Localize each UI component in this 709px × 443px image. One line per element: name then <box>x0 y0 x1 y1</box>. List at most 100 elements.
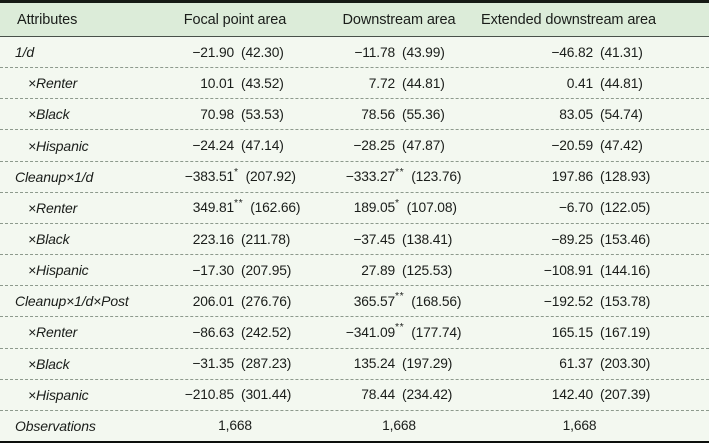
coefficient-value: 10.01 <box>200 75 234 91</box>
coefficient-value: −341.09 <box>345 324 395 340</box>
significance-stars: ** <box>395 290 405 303</box>
coefficient-value: −21.90 <box>192 44 234 60</box>
table-row: ×Black −31.35 (287.23) 135.24 (197.29) 61.37 (… <box>0 347 709 379</box>
coefficient-value: −17.30 <box>192 262 234 278</box>
column-header-attributes: Attributes <box>17 11 78 28</box>
coefficient-cell: 142.40 (207.39) <box>478 387 709 402</box>
standard-error: (43.52) <box>241 75 284 91</box>
table-row: ×Black 223.16 (211.78) −37.45 (138.41) −89.25… <box>0 222 709 254</box>
standard-error: (122.05) <box>600 200 651 216</box>
coefficient-value: −108.91 <box>543 262 593 278</box>
standard-error: (153.78) <box>600 293 651 309</box>
standard-error: (234.42) <box>402 387 453 403</box>
standard-error: (276.76) <box>241 293 292 309</box>
row-label: ×Black <box>28 355 70 372</box>
row-label: ×Renter <box>28 199 78 216</box>
standard-error: (55.36) <box>402 106 445 122</box>
coefficient-cell: −46.82 (41.31) <box>478 45 709 60</box>
coefficient-cell: −86.63 (242.52) <box>150 325 320 340</box>
standard-error: (138.41) <box>402 231 453 247</box>
standard-error: (54.74) <box>600 106 643 122</box>
coefficient-cell: −17.30 (207.95) <box>150 263 320 278</box>
column-header-downstream-area: Downstream area <box>342 11 456 28</box>
table-row: ×Hispanic −17.30 (207.95) 27.89 (125.53) −108… <box>0 254 709 285</box>
observations-value: 1,668 <box>218 418 252 434</box>
coefficient-value: 7.72 <box>368 75 395 91</box>
coefficient-cell: 223.16 (211.78) <box>150 232 320 247</box>
coefficient-value: −86.63 <box>192 324 234 340</box>
coefficient-cell: −20.59 (47.42) <box>478 138 709 153</box>
coefficient-cell: 349.81** (162.66) <box>150 198 320 216</box>
standard-error: (128.93) <box>600 169 651 185</box>
observations-value: 1,668 <box>562 418 597 434</box>
coefficient-cell: −192.52 (153.78) <box>478 294 709 309</box>
coefficient-cell: −108.91 (144.16) <box>478 263 709 278</box>
coefficient-cell: −37.45 (138.41) <box>320 232 478 247</box>
coefficient-value: −6.70 <box>558 200 593 216</box>
coefficient-value: −383.51 <box>184 169 234 185</box>
standard-error: (207.92) <box>245 169 296 185</box>
coefficient-value: −333.27 <box>345 169 395 185</box>
column-header-focal-point-area: Focal point area <box>183 11 287 28</box>
standard-error: (43.99) <box>402 44 445 60</box>
coefficient-cell: −341.09** (177.74) <box>320 322 478 340</box>
coefficient-cell: 10.01 (43.52) <box>150 76 320 91</box>
row-label: 1/d <box>15 44 35 61</box>
standard-error: (123.76) <box>411 169 462 185</box>
standard-error: (168.56) <box>411 293 462 309</box>
coefficient-value: 27.89 <box>361 262 395 278</box>
coefficient-cell: −21.90 (42.30) <box>150 45 320 60</box>
row-label: ×Hispanic <box>28 386 89 403</box>
table-row: ×Renter 349.81** (162.66) 189.05* (107.08) −6… <box>0 191 709 223</box>
row-label: ×Renter <box>28 324 78 341</box>
coefficient-cell: −28.25 (47.87) <box>320 138 478 153</box>
coefficient-value: 135.24 <box>353 356 395 372</box>
coefficient-value: 142.40 <box>551 387 593 403</box>
significance-stars: * <box>395 196 400 209</box>
coefficient-value: 206.01 <box>192 293 234 309</box>
table-row: ×Hispanic −24.24 (47.14) −28.25 (47.87) −20.5… <box>0 129 709 160</box>
standard-error: (47.87) <box>402 138 445 154</box>
coefficient-value: −37.45 <box>353 231 395 247</box>
table-row: Cleanup×1/d×Post 206.01 (276.76) 365.57** (1… <box>0 285 709 316</box>
row-label: Cleanup×1/d <box>15 168 94 185</box>
coefficient-cell: 135.24 (197.29) <box>320 356 478 371</box>
row-label: ×Hispanic <box>28 137 89 154</box>
row-label: ×Black <box>28 231 70 248</box>
table-header-row: Attributes Focal point area Downstream a… <box>0 3 709 37</box>
coefficient-cell: −11.78 (43.99) <box>320 45 478 60</box>
coefficient-cell: 70.98 (53.53) <box>150 107 320 122</box>
coefficient-cell: −383.51* (207.92) <box>150 166 320 185</box>
coefficient-cell: 165.15 (167.19) <box>478 325 709 340</box>
table-row: Observations 1,668 1,668 1,668 <box>0 409 709 441</box>
significance-stars: ** <box>395 165 405 178</box>
coefficient-cell: 27.89 (125.53) <box>320 263 478 278</box>
standard-error: (47.14) <box>241 138 284 154</box>
coefficient-value: 165.15 <box>551 324 593 340</box>
row-label: ×Hispanic <box>28 262 89 279</box>
coefficient-value: 223.16 <box>192 231 234 247</box>
standard-error: (207.95) <box>241 262 292 278</box>
coefficient-cell: 61.37 (203.30) <box>478 356 709 371</box>
coefficient-value: −46.82 <box>551 44 593 60</box>
coefficient-cell: −31.35 (287.23) <box>150 356 320 371</box>
column-header-extended-downstream-area: Extended downstream area <box>481 11 656 28</box>
coefficient-cell: 365.57** (168.56) <box>320 291 478 309</box>
table-row: Cleanup×1/d −383.51* (207.92) −333.27** (123… <box>0 160 709 192</box>
table-row: 1/d −21.90 (42.30) −11.78 (43.99) −46.82 (41.3… <box>0 37 709 67</box>
standard-error: (167.19) <box>600 324 651 340</box>
coefficient-value: −89.25 <box>551 231 593 247</box>
table-row: ×Renter −86.63 (242.52) −341.09** (177.74) 16… <box>0 316 709 347</box>
observations-value: 1,668 <box>382 418 416 434</box>
coefficient-value: 365.57 <box>353 293 395 309</box>
coefficient-cell: 189.05* (107.08) <box>320 196 478 216</box>
coefficient-cell: −210.85 (301.44) <box>150 387 320 402</box>
coefficient-cell: −24.24 (47.14) <box>150 138 320 153</box>
coefficient-value: −24.24 <box>192 138 234 154</box>
coefficient-cell: 7.72 (44.81) <box>320 76 478 91</box>
coefficient-cell: −89.25 (153.46) <box>478 232 709 247</box>
coefficient-cell: 78.56 (55.36) <box>320 107 478 122</box>
coefficient-value: 197.86 <box>551 169 593 185</box>
significance-stars: ** <box>395 321 405 334</box>
